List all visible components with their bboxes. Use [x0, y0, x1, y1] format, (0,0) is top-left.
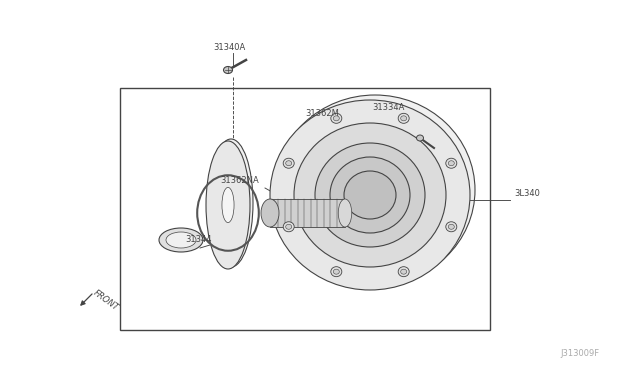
Ellipse shape [398, 113, 409, 123]
Text: J313009F: J313009F [561, 349, 600, 358]
Ellipse shape [275, 95, 475, 285]
Ellipse shape [446, 158, 457, 168]
Ellipse shape [223, 67, 232, 74]
Ellipse shape [344, 171, 396, 219]
Ellipse shape [448, 224, 454, 229]
Ellipse shape [331, 267, 342, 277]
Text: 31362NA: 31362NA [220, 176, 259, 185]
Bar [270, 199, 345, 227]
Ellipse shape [159, 228, 203, 252]
Bar [120, 88, 490, 330]
Ellipse shape [417, 135, 424, 141]
Ellipse shape [206, 141, 250, 269]
Ellipse shape [401, 269, 406, 274]
Ellipse shape [398, 267, 409, 277]
Ellipse shape [222, 187, 234, 222]
Text: 31344: 31344 [185, 235, 211, 244]
Ellipse shape [446, 222, 457, 232]
Ellipse shape [166, 232, 196, 248]
Ellipse shape [285, 224, 292, 229]
Text: 3L340: 3L340 [514, 189, 540, 198]
Ellipse shape [283, 222, 294, 232]
Ellipse shape [333, 116, 339, 121]
Ellipse shape [331, 113, 342, 123]
Ellipse shape [330, 157, 410, 233]
Ellipse shape [339, 199, 352, 227]
Text: 31362M: 31362M [305, 109, 339, 118]
Ellipse shape [448, 161, 454, 166]
Text: 31340A: 31340A [213, 43, 245, 52]
Ellipse shape [285, 161, 292, 166]
Text: 31334A: 31334A [372, 103, 404, 112]
Ellipse shape [209, 139, 253, 267]
Ellipse shape [270, 100, 470, 290]
Ellipse shape [261, 199, 279, 227]
Ellipse shape [294, 123, 446, 267]
Text: FRONT: FRONT [92, 288, 120, 312]
Ellipse shape [283, 158, 294, 168]
Ellipse shape [401, 116, 406, 121]
Ellipse shape [333, 269, 339, 274]
Ellipse shape [315, 143, 425, 247]
